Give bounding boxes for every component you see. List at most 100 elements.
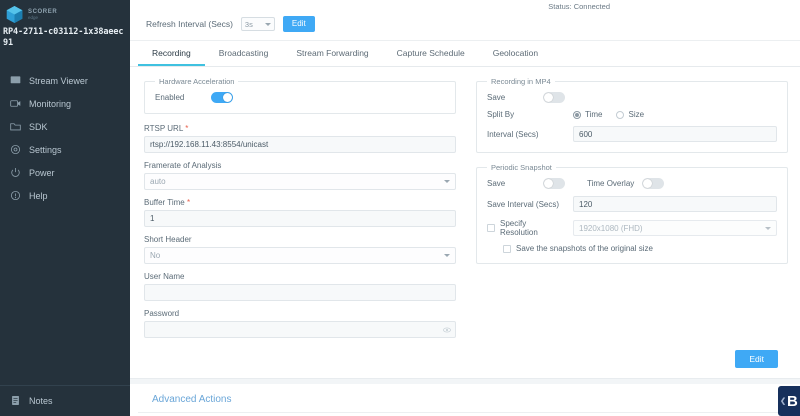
tab-capture-schedule[interactable]: Capture Schedule [396,48,465,59]
sidebar-item-label: Settings [29,144,62,155]
time-overlay-toggle[interactable] [642,178,665,190]
rtsp-url-field: RTSP URL * rtsp://192.168.11.43:8554/uni… [144,124,456,154]
radio-dot [573,110,581,119]
radio-dot [616,110,625,119]
form-edit-button[interactable]: Edit [735,350,778,369]
snapshot-interval-row: Save Interval (Secs) 120 [487,196,777,213]
checkbox-box [487,224,495,233]
short-header-field: Short Header No [144,235,456,265]
form-actions: Edit [130,346,800,378]
sidebar-item-notes[interactable]: Notes [0,389,130,412]
tab-broadcasting[interactable]: Broadcasting [218,48,269,59]
mp4-save-toggle[interactable] [543,92,565,104]
short-header-select[interactable]: No [144,247,456,265]
note-icon [12,396,19,405]
sidebar: SCORER edge RP4-2711-c03112-1x38aeec91 S… [0,0,130,416]
specify-resolution-label: Specify Resolution [500,219,538,238]
sidebar-item-label: Power [29,167,55,178]
power-icon [11,168,20,177]
tab-recording[interactable]: Recording [138,41,205,67]
mp4-split-by-size-radio[interactable]: Size [616,110,644,119]
brand: SCORER edge [0,0,130,26]
original-size-row: Save the snapshots of the original size [487,244,777,253]
original-size-label: Save the snapshots of the original size [516,244,653,254]
chevron-left-icon: ❮ [780,398,787,405]
hardware-acceleration-group: Hardware Acceleration Enabled [144,77,456,115]
toggle-knob [223,93,232,103]
toggle-knob [544,93,553,103]
hardware-acceleration-legend: Hardware Acceleration [159,77,235,87]
hardware-acceleration-row: Enabled [155,92,445,104]
eye-icon[interactable] [443,326,451,334]
sidebar-item-label: Monitoring [29,98,72,109]
brand-name: SCORER [28,9,58,15]
mp4-split-by-label: Split By [487,110,515,120]
mp4-split-by-time-radio[interactable]: Time [573,110,602,119]
hardware-acceleration-label: Enabled [155,93,185,103]
refresh-interval-select[interactable]: 3s [240,17,275,32]
main-content: Status: Connected Refresh Interval (Secs… [130,0,800,416]
snapshot-interval-label: Save Interval (Secs) [487,199,560,209]
snapshot-interval-value: 120 [579,199,593,209]
corner-badge-label: B [787,392,798,410]
framerate-label: Framerate of Analysis [144,161,222,171]
tab-stream-forwarding[interactable]: Stream Forwarding [296,48,369,59]
sidebar-item-label: Notes [29,395,53,406]
mp4-save-row: Save [487,92,777,104]
sidebar-item-sdk[interactable]: SDK [0,115,130,138]
resolution-select[interactable]: 1920x1080 (FHD) [573,220,777,237]
required-marker: * [187,198,191,208]
buffer-time-value: 1 [150,214,155,224]
rtsp-url-input[interactable]: rtsp://192.168.11.43:8554/unicast [144,136,456,154]
password-field: Password [144,309,456,339]
refresh-interval-value: 3s [244,19,253,29]
mp4-save-label: Save [487,93,506,103]
hardware-acceleration-toggle[interactable] [211,92,233,104]
rtsp-url-value: rtsp://192.168.11.43:8554/unicast [150,140,269,150]
snapshot-save-toggle[interactable] [543,178,565,190]
tab-bar: Recording Broadcasting Stream Forwarding… [130,41,800,68]
framerate-field: Framerate of Analysis auto [144,161,456,191]
sidebar-item-label: SDK [29,121,48,132]
toolbar: Refresh Interval (Secs) 3s Edit [130,12,800,42]
checkbox-box [503,244,511,253]
user-name-label: User Name [144,272,185,282]
mp4-interval-label: Interval (Secs) [487,129,539,139]
short-header-value: No [150,251,161,261]
required-marker: * [185,124,189,134]
buffer-time-field: Buffer Time * 1 [144,198,456,228]
specify-resolution-checkbox[interactable]: Specify Resolution [487,219,565,237]
periodic-snapshot-group: Periodic Snapshot Save Time Overlay Save… [476,163,788,265]
toggle-knob [544,179,553,189]
corner-badge[interactable]: ❮ B [778,386,800,416]
sidebar-item-stream-viewer[interactable]: Stream Viewer [0,69,130,92]
mp4-interval-value: 600 [579,129,593,139]
recording-mp4-legend: Recording in MP4 [491,77,551,87]
radio-label: Time [585,110,603,120]
sidebar-item-settings[interactable]: Settings [0,138,130,161]
buffer-time-input[interactable]: 1 [144,210,456,228]
framerate-select[interactable]: auto [144,173,456,191]
mp4-interval-input[interactable]: 600 [573,126,777,143]
sidebar-item-monitoring[interactable]: Monitoring [0,92,130,115]
snapshot-interval-input[interactable]: 120 [573,196,777,213]
chevron-down-icon [765,227,771,231]
snapshot-save-label: Save [487,179,506,189]
original-size-checkbox[interactable]: Save the snapshots of the original size [503,244,653,253]
device-hostname: RP4-2711-c03112-1x38aeec91 [3,27,124,48]
settings-form: Hardware Acceleration Enabled RTSP URL * [130,67,800,346]
refresh-interval-label: Refresh Interval (Secs) [146,19,233,30]
chevron-down-icon [444,254,450,258]
sidebar-nav: Stream Viewer Monitoring SDK [0,69,130,207]
sidebar-item-help[interactable]: Help [0,184,130,207]
sidebar-item-label: Help [29,190,48,201]
user-name-input[interactable] [144,284,456,302]
camera-icon [10,100,21,107]
rtsp-url-label-text: RTSP URL [144,124,183,134]
sidebar-item-power[interactable]: Power [0,161,130,184]
password-input[interactable] [144,321,456,339]
password-label: Password [144,309,180,319]
mp4-interval-row: Interval (Secs) 600 [487,126,777,143]
tab-geolocation[interactable]: Geolocation [492,48,539,59]
refresh-edit-button[interactable]: Edit [282,16,315,33]
